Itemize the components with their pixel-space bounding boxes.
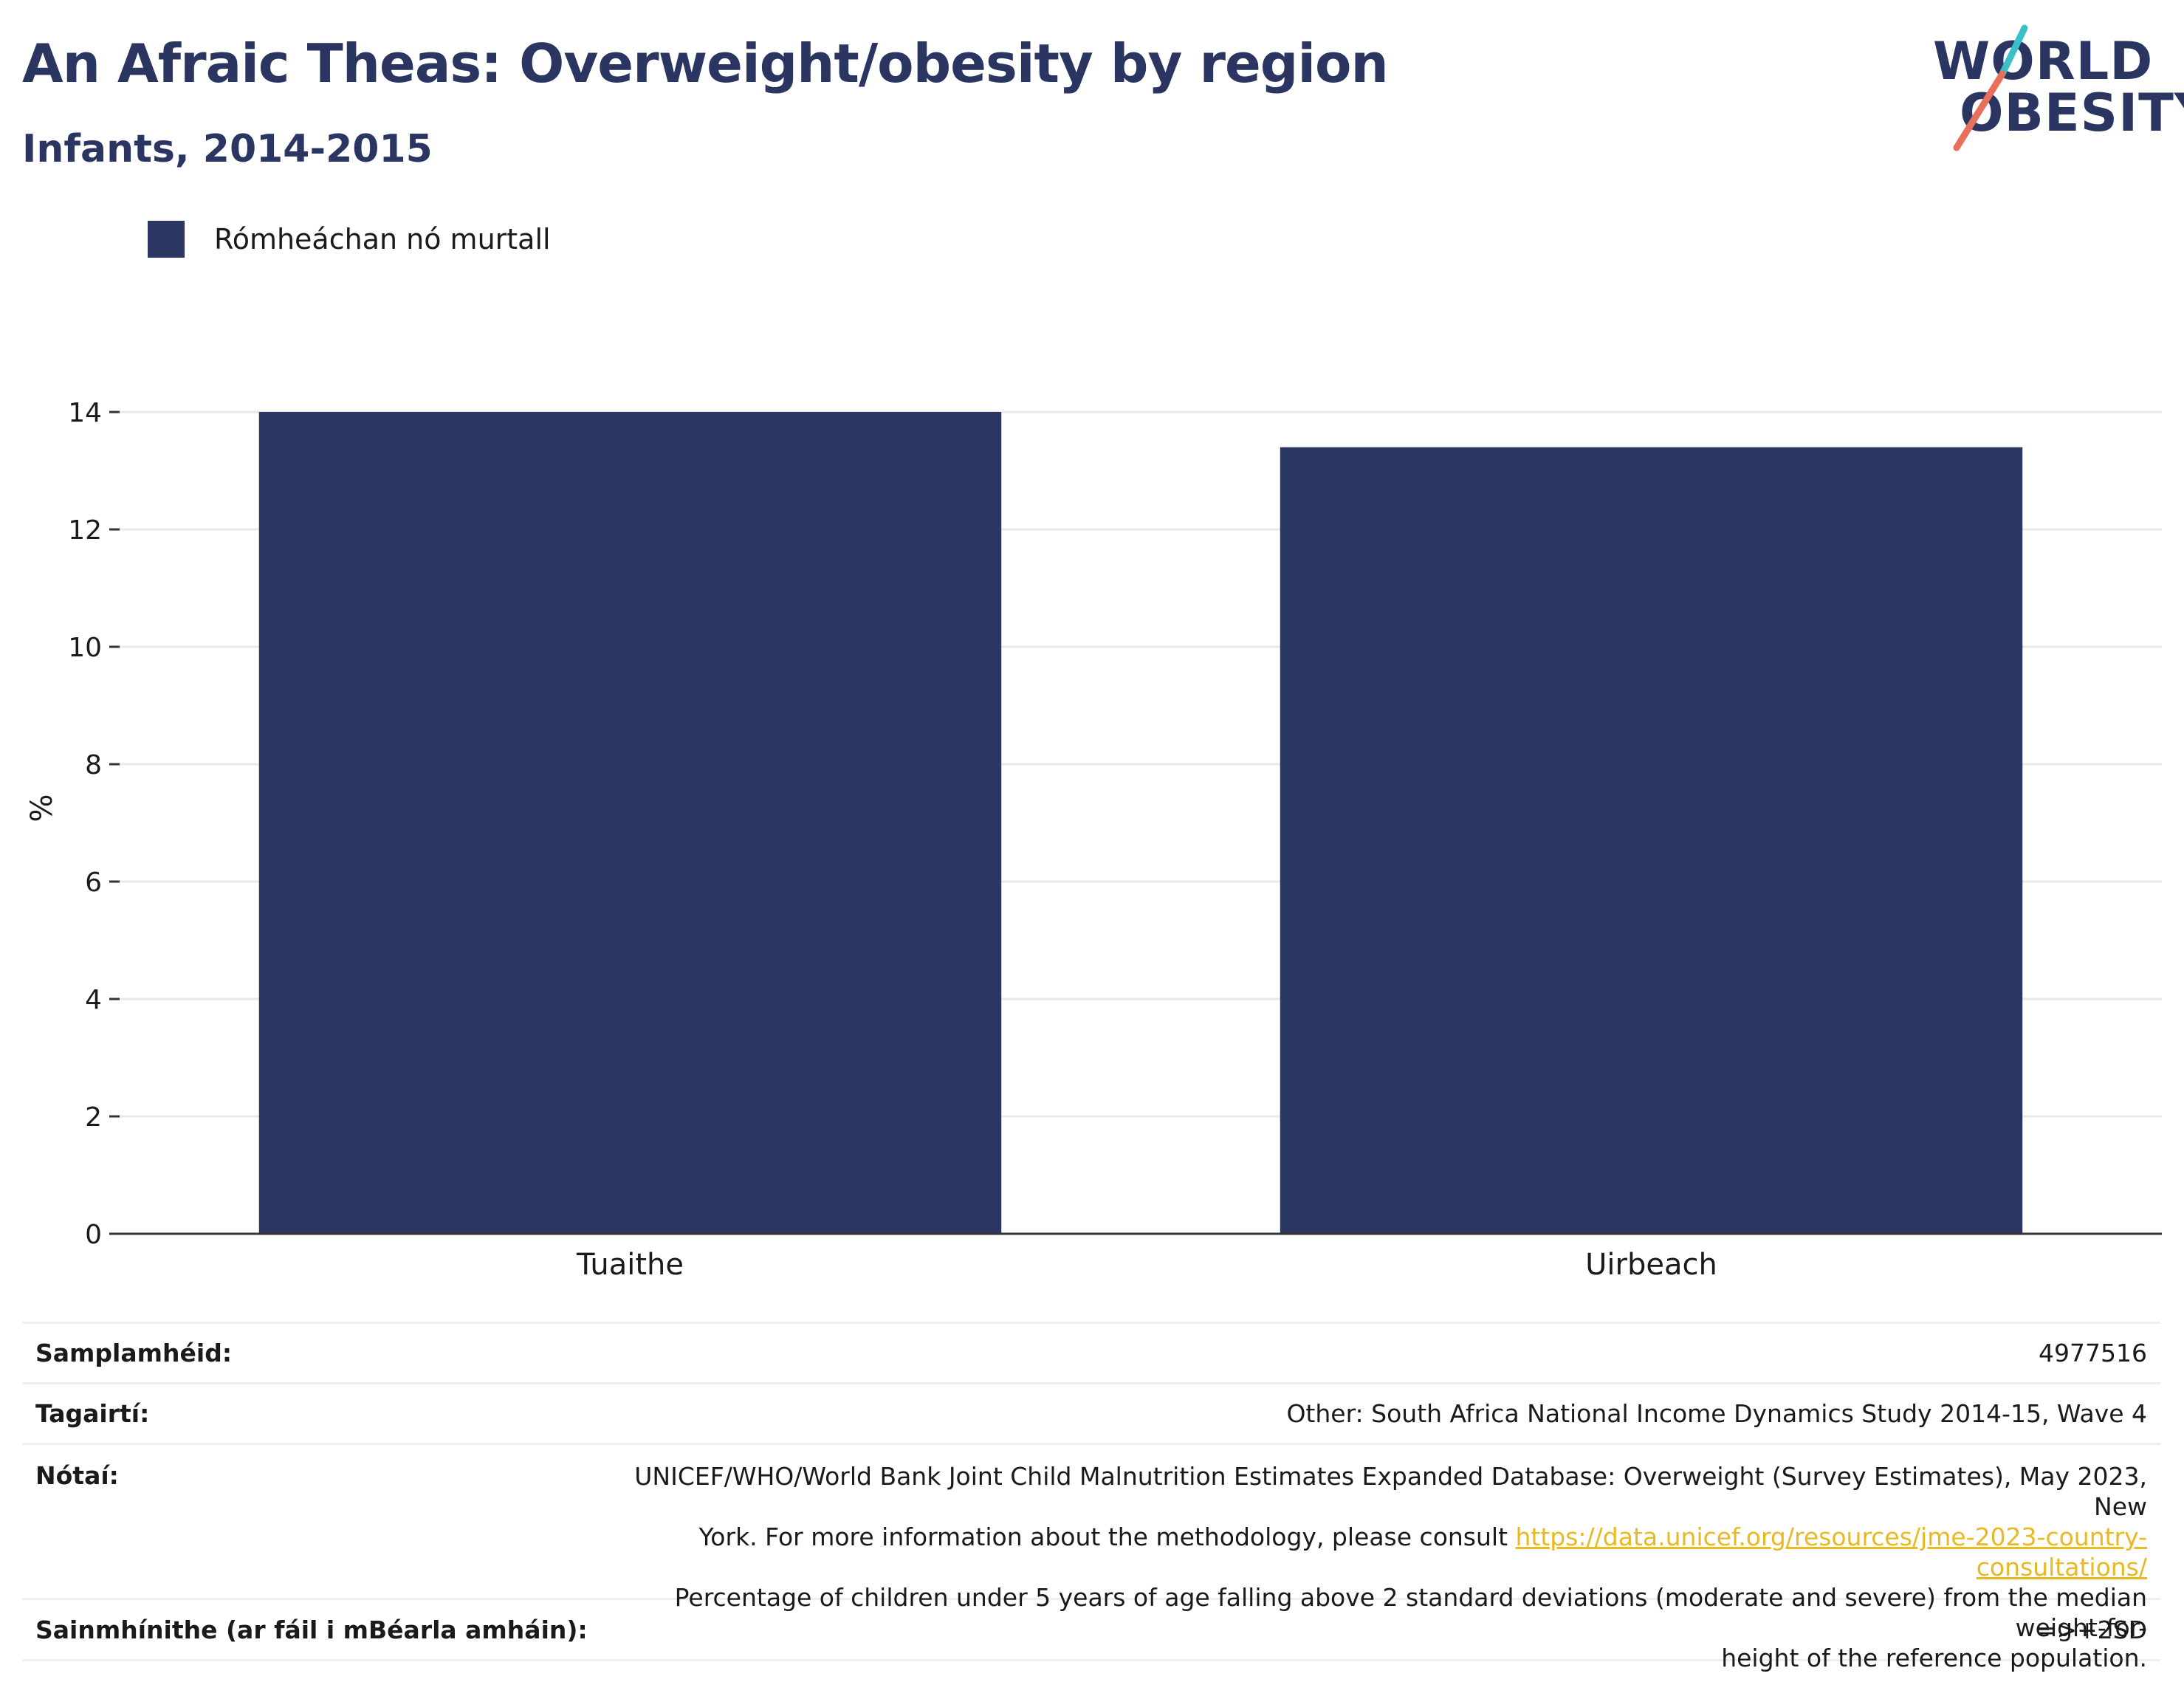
info-row-notes: Nótaí: UNICEF/WHO/World Bank Joint Child…: [22, 1443, 2160, 1672]
world-obesity-logo: WORLD OBESITY: [1920, 21, 2184, 154]
bar-chart: 0 2 4 6 8 10 12 14% Tuaithe Uirbeach: [25, 398, 2162, 1282]
chart-title: An Afraic Theas: Overweight/obesity by r…: [22, 32, 1389, 95]
references-label: Tagairtí:: [35, 1399, 150, 1428]
references-value: Other: South Africa National Income Dyna…: [1286, 1399, 2147, 1428]
notes-line-3: Percentage of children under 5 years of …: [674, 1583, 2147, 1642]
notes-line-2: York. For more information about the met…: [698, 1522, 1516, 1551]
methodology-link[interactable]: https://data.unicef.org/resources/jme-20…: [1515, 1522, 2148, 1582]
info-row-sample: Samplamhéid: 4977516: [22, 1322, 2160, 1382]
notes-value: UNICEF/WHO/World Bank Joint Child Malnut…: [611, 1461, 2147, 1673]
info-row-definitions: Sainmhínithe (ar fáil i mBéarla amháin):…: [22, 1598, 2160, 1661]
legend: Rómheáchan nó murtall: [148, 219, 551, 260]
x-tick-label: Tuaithe: [576, 1248, 684, 1282]
bar-uirbeach: [1280, 447, 2023, 1235]
definitions-label: Sainmhínithe (ar fáil i mBéarla amháin):: [35, 1615, 588, 1644]
legend-swatch: [148, 221, 185, 258]
sample-size-value: 4977516: [2039, 1339, 2147, 1367]
y-tick-label: 0: [85, 1220, 102, 1250]
notes-label: Nótaí:: [35, 1461, 119, 1490]
logo-slash-icon: [1953, 24, 2028, 151]
chart-subtitle: Infants, 2014-2015: [22, 127, 433, 171]
y-axis-label: %: [25, 794, 59, 822]
y-tick-label: 2: [85, 1102, 102, 1133]
notes-line-1: UNICEF/WHO/World Bank Joint Child Malnut…: [634, 1462, 2147, 1521]
y-tick-label: 6: [85, 868, 102, 898]
y-tick-label: 4: [85, 985, 102, 1015]
sample-size-label: Samplamhéid:: [35, 1339, 233, 1367]
info-row-references: Tagairtí: Other: South Africa National I…: [22, 1382, 2160, 1443]
x-tick-label: Uirbeach: [1585, 1248, 1717, 1282]
y-tick-label: 12: [68, 515, 102, 546]
y-tick-label: 10: [68, 633, 102, 663]
bar-tuaithe: [258, 412, 1002, 1234]
info-table: Samplamhéid: 4977516 Tagairtí: Other: So…: [22, 1322, 2160, 1672]
y-tick-label: 14: [68, 398, 102, 428]
legend-label: Rómheáchan nó murtall: [214, 223, 551, 255]
y-tick-label: 8: [85, 750, 102, 780]
logo-line-1: WORLD: [1933, 31, 2154, 92]
notes-line-4: height of the reference population.: [1721, 1644, 2147, 1672]
definitions-value: =>+2SD: [2036, 1615, 2147, 1644]
logo-line-2: OBESITY: [1960, 83, 2184, 143]
